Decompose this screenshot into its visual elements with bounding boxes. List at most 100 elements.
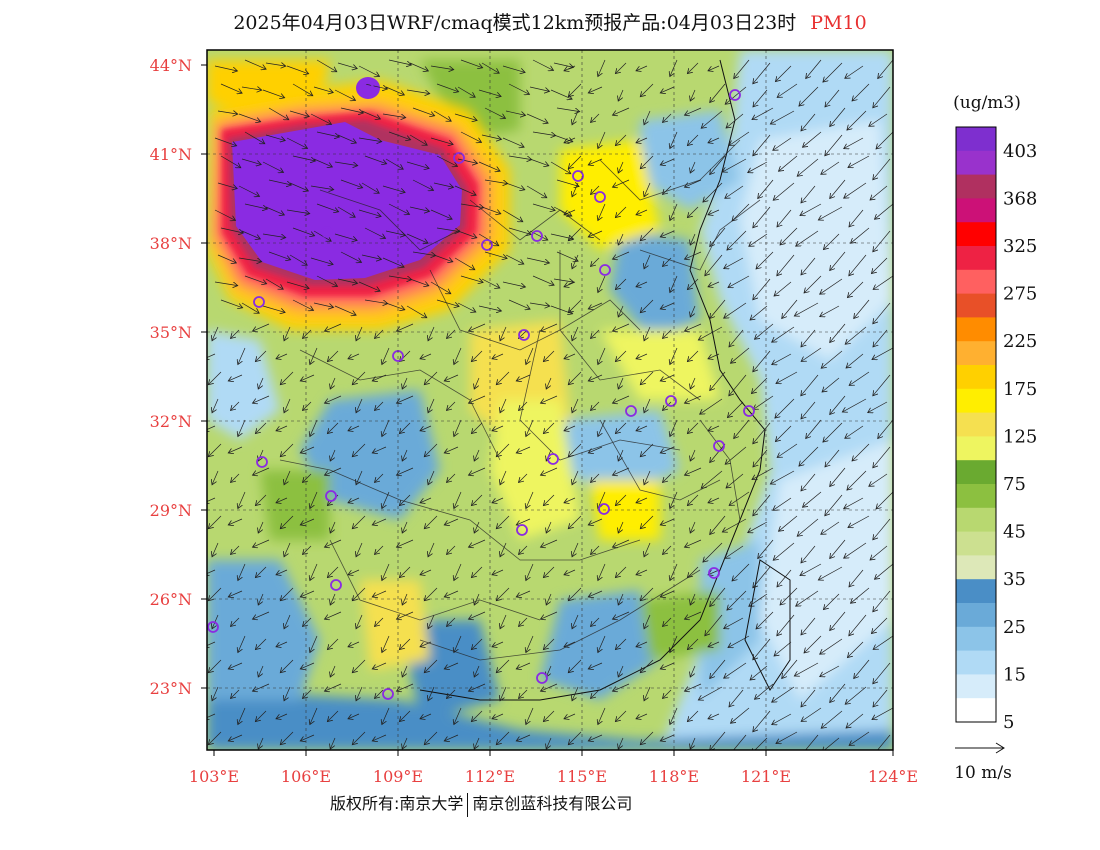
wind-vector xyxy=(388,203,409,214)
wind-vector xyxy=(701,110,723,128)
wind-vector xyxy=(873,662,891,684)
wind-vector xyxy=(303,689,312,698)
wind-vector xyxy=(799,446,819,466)
wind-vector xyxy=(799,86,819,106)
wind-vector xyxy=(228,734,243,741)
wind-vector xyxy=(553,279,574,282)
wind-vector xyxy=(540,611,558,619)
wind-vector xyxy=(364,155,387,164)
wind-vector xyxy=(268,251,291,260)
wind-vector xyxy=(526,347,534,365)
wind-vector xyxy=(868,401,888,413)
wind-vector xyxy=(496,659,510,673)
wind-vector xyxy=(280,515,294,529)
wind-vector xyxy=(618,665,624,677)
wind-vector xyxy=(800,563,822,576)
wind-vector xyxy=(644,398,651,413)
wind-vector xyxy=(636,353,648,359)
wind-vector xyxy=(687,350,699,362)
wind-vector xyxy=(687,494,699,506)
wind-vector xyxy=(214,209,235,220)
wind-vector xyxy=(212,686,219,701)
wind-vector xyxy=(481,278,500,288)
wind-vector xyxy=(412,179,433,190)
legend-swatch xyxy=(956,341,996,366)
wind-vector xyxy=(700,398,723,414)
wind-vector xyxy=(618,593,624,605)
wind-vector xyxy=(284,686,291,701)
wind-vector xyxy=(687,62,699,74)
wind-vector xyxy=(382,563,390,581)
wind-vector xyxy=(454,347,462,365)
wind-vector xyxy=(708,137,720,143)
wind-vector xyxy=(844,137,864,149)
city-marker xyxy=(599,264,611,276)
wind-vector xyxy=(262,233,286,238)
copyright-footer: 版权所有:南京大学 南京创蓝科技有限公司 xyxy=(330,790,632,817)
footer-separator xyxy=(467,792,469,817)
wind-vector xyxy=(444,518,459,525)
wind-vector xyxy=(875,203,893,219)
wind-vector xyxy=(598,275,606,293)
wind-vector xyxy=(873,329,888,347)
wind-vector xyxy=(300,590,315,597)
latitude-label: 26°N xyxy=(150,590,192,609)
copyright-left: 版权所有:南京大学 xyxy=(330,794,464,813)
wind-vector xyxy=(292,299,313,310)
wind-vector xyxy=(208,587,222,601)
wind-vector xyxy=(598,347,606,365)
wind-vector xyxy=(779,155,798,171)
wind-vector xyxy=(276,425,288,431)
city-marker xyxy=(531,230,543,242)
wind-vector xyxy=(873,275,893,289)
legend-swatch xyxy=(956,436,996,461)
wind-vector xyxy=(564,713,576,719)
wind-vector xyxy=(231,329,240,338)
wind-vector xyxy=(358,281,380,291)
wind-vector xyxy=(640,443,654,457)
wind-vector xyxy=(550,161,571,174)
wind-vector xyxy=(516,374,531,381)
legend-swatch xyxy=(956,531,996,556)
wind-vector xyxy=(663,473,672,482)
wind-vector xyxy=(568,587,582,601)
wind-vector xyxy=(821,161,840,174)
wind-vector xyxy=(636,137,648,143)
wind-vector xyxy=(731,347,750,363)
wind-vector xyxy=(244,275,267,284)
wind-vector xyxy=(217,111,238,114)
wind-vector xyxy=(420,497,432,503)
wind-vector xyxy=(471,350,483,362)
wind-vector xyxy=(663,257,672,266)
wind-vector xyxy=(474,737,480,749)
wind-vector xyxy=(516,734,531,741)
wind-vector xyxy=(731,707,750,723)
wind-vector xyxy=(358,209,381,216)
wind-vector xyxy=(356,326,363,341)
wind-vector xyxy=(508,155,532,160)
wind-vector xyxy=(372,662,387,669)
wind-vector xyxy=(471,638,483,650)
wind-vector xyxy=(310,419,318,437)
wind-vector xyxy=(725,446,747,464)
wind-vector xyxy=(543,566,555,578)
wind-vector xyxy=(588,446,603,453)
wind-vector xyxy=(231,617,240,626)
wind-vector xyxy=(821,521,840,534)
wind-vector xyxy=(433,182,454,187)
wind-vector xyxy=(546,737,552,749)
wind-vector xyxy=(327,638,339,650)
wind-vector xyxy=(313,230,331,241)
wind-vector xyxy=(568,83,582,97)
wind-vector xyxy=(708,641,720,647)
wind-vector xyxy=(526,563,534,581)
wind-vector xyxy=(337,206,355,217)
wind-vector xyxy=(732,563,750,581)
map-frame xyxy=(206,49,894,751)
wind-vector xyxy=(238,419,246,437)
wind-vector xyxy=(300,734,315,741)
wind-vector xyxy=(876,131,893,149)
wind-vector xyxy=(516,518,531,525)
wind-vector xyxy=(385,302,405,310)
wind-vector xyxy=(849,254,867,276)
